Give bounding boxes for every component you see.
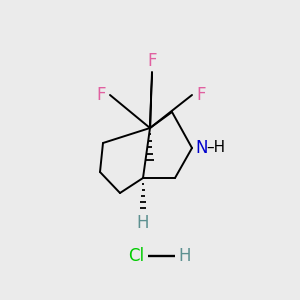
Text: F: F	[196, 86, 206, 104]
Text: N: N	[195, 139, 208, 157]
Text: H: H	[137, 214, 149, 232]
Text: –H: –H	[206, 140, 225, 155]
Text: H: H	[178, 247, 190, 265]
Text: Cl: Cl	[128, 247, 144, 265]
Text: F: F	[97, 86, 106, 104]
Text: F: F	[147, 52, 157, 70]
Polygon shape	[150, 72, 152, 128]
